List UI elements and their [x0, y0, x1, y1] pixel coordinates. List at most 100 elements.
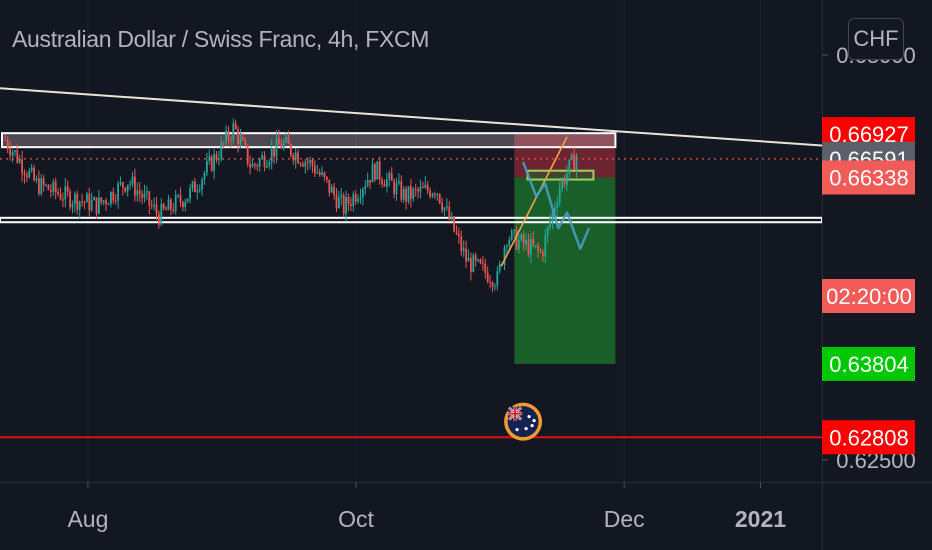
candle-body — [100, 197, 103, 203]
candle-body — [369, 180, 371, 183]
candle-body — [328, 179, 331, 193]
candle-body — [102, 200, 105, 203]
candle-body — [333, 186, 335, 195]
candle-body — [126, 184, 129, 192]
candle-body — [417, 189, 419, 192]
candle-body — [95, 197, 98, 214]
candle-body — [498, 263, 501, 272]
candle-body — [47, 184, 50, 191]
candle-body — [210, 156, 213, 171]
candle-body — [253, 163, 256, 166]
candle-body — [330, 186, 333, 193]
candle-body — [462, 248, 465, 251]
candle-body — [9, 148, 11, 156]
lines-layer — [0, 87, 857, 441]
candle-body — [573, 154, 575, 170]
candle-body — [400, 181, 403, 200]
candle-body — [513, 229, 515, 231]
candle-body — [381, 179, 383, 184]
candle-body — [378, 161, 381, 180]
candle-body — [366, 180, 369, 187]
candle-body — [457, 233, 460, 237]
candle-body — [373, 164, 376, 180]
candle-body — [232, 123, 235, 141]
candle-body — [539, 250, 542, 252]
candle-body — [73, 193, 76, 204]
candle-body — [208, 156, 211, 162]
candle-body — [109, 191, 112, 204]
candle-body — [21, 159, 23, 174]
candle-body — [505, 245, 508, 248]
candle-body — [407, 186, 410, 202]
candle-body — [186, 198, 189, 202]
flag-star — [532, 419, 536, 423]
candle-body — [220, 142, 223, 159]
candle-body — [325, 176, 328, 180]
candle-body — [445, 206, 448, 208]
candle-body — [323, 172, 326, 177]
candle-body — [239, 137, 242, 145]
candle-body — [479, 259, 482, 264]
candle-body — [205, 161, 208, 173]
candle-body — [429, 190, 431, 197]
candle-body — [503, 247, 506, 265]
candle-body — [541, 251, 544, 257]
x-tick-label: Oct — [338, 506, 374, 532]
candle-body — [30, 167, 33, 171]
candle-body — [313, 165, 316, 174]
candle-body — [340, 195, 343, 198]
candle-body — [234, 123, 237, 130]
candle-body — [201, 179, 203, 190]
candle-body — [347, 196, 350, 205]
candle-body — [150, 205, 153, 207]
candle-body — [246, 145, 249, 164]
candle-body — [184, 201, 187, 208]
candle-body — [117, 183, 119, 201]
candle-body — [285, 137, 287, 142]
candle-body — [162, 203, 165, 209]
candle-body — [304, 161, 307, 167]
candle-body — [371, 164, 374, 183]
flag-star — [527, 415, 531, 419]
candle-body — [510, 230, 513, 240]
flag-star — [530, 424, 534, 428]
candle-body — [393, 181, 395, 195]
candle-body — [421, 186, 424, 188]
candle-body — [508, 239, 511, 246]
candle-body — [217, 158, 220, 161]
candle-body — [90, 200, 93, 211]
candle-body — [467, 257, 470, 262]
candle-body — [561, 179, 563, 189]
candle-body — [97, 197, 100, 214]
price-label-bg — [822, 346, 915, 381]
currency-badge[interactable]: CHF — [848, 18, 904, 60]
candle-body — [529, 239, 532, 255]
candle-body — [119, 182, 122, 184]
candle-body — [383, 183, 386, 187]
candle-body — [527, 239, 530, 255]
candle-body — [472, 255, 475, 272]
candle-body — [316, 172, 319, 174]
symbol-title[interactable]: Australian Dollar / Swiss Franc, 4h, FXC… — [12, 26, 430, 52]
candle-body — [287, 137, 290, 145]
candle-body — [222, 142, 225, 144]
candles-layer — [4, 118, 578, 293]
candle-body — [81, 201, 83, 203]
candle-body — [66, 186, 69, 192]
candle-body — [225, 130, 227, 143]
flag-star — [515, 428, 519, 432]
candle-body — [294, 152, 297, 161]
entry-box — [526, 169, 595, 181]
candle-body — [517, 240, 520, 250]
candle-body — [484, 263, 487, 273]
candle-body — [402, 188, 405, 200]
candle-body — [515, 229, 518, 250]
candle-body — [69, 191, 71, 208]
candle-body — [376, 161, 379, 180]
candle-body — [424, 184, 427, 188]
candle-body — [198, 189, 201, 191]
candle-body — [25, 175, 28, 178]
candle-body — [136, 190, 139, 196]
candle-body — [249, 163, 251, 168]
